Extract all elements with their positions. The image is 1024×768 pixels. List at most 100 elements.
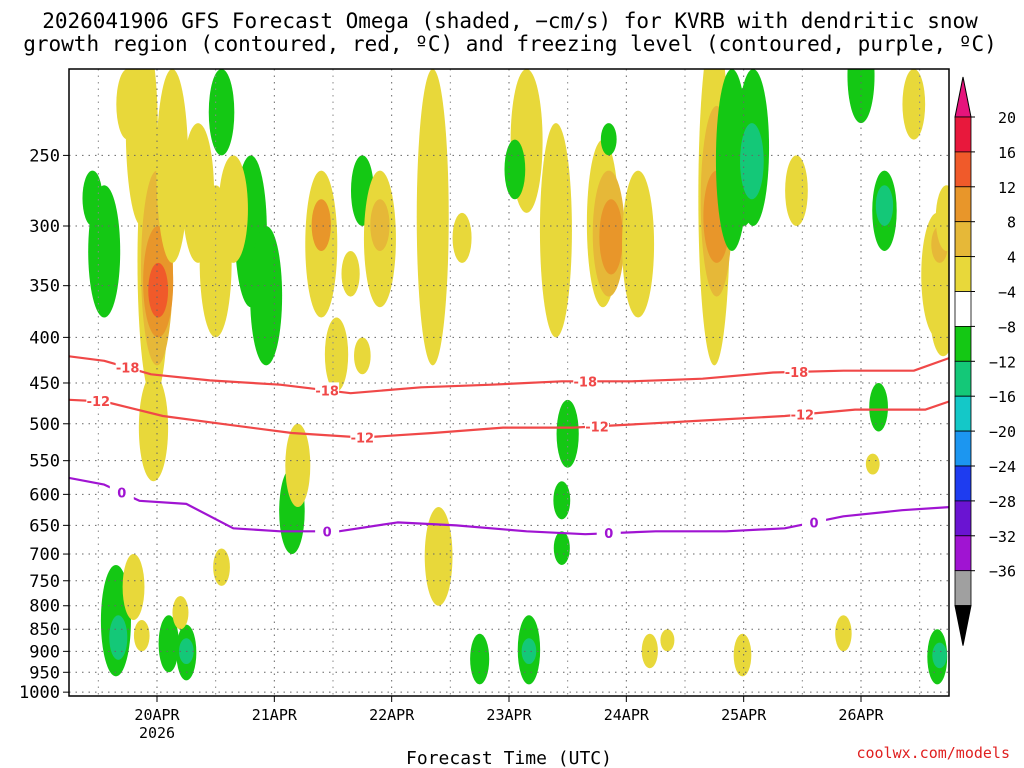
omega-cell <box>902 69 926 140</box>
colorbar-segment <box>954 256 972 292</box>
colorbar-top-arrow <box>954 76 972 118</box>
omega-cell <box>521 638 537 665</box>
contour-label: 0 <box>323 525 332 540</box>
colorbar-label: 20 <box>998 109 1016 127</box>
contour-label: 0 <box>810 516 819 531</box>
omega-cell <box>660 629 675 652</box>
colorbar-segment <box>954 116 972 153</box>
contour-label: 0 <box>117 487 126 502</box>
contour-label-bg <box>573 373 598 389</box>
omega-cell <box>935 185 949 251</box>
colorbar-segment <box>954 465 972 502</box>
colorbar-label: 8 <box>1007 214 1016 232</box>
contour-label-bg <box>86 393 111 409</box>
contour-line <box>69 398 949 439</box>
colorbar-segment <box>954 291 972 327</box>
x-tick-year: 2026 <box>139 724 175 742</box>
omega-cell <box>172 595 189 630</box>
omega-cell <box>341 250 360 297</box>
omega-cell <box>82 170 103 226</box>
colorbar-segment <box>954 570 972 607</box>
omega-cell <box>116 69 140 140</box>
contour-label: -12 <box>351 431 375 446</box>
omega-cell <box>208 69 235 156</box>
x-tick-label: 22APR <box>369 706 415 724</box>
y-tick-label: 450 <box>29 374 60 394</box>
omega-cell <box>875 185 894 226</box>
x-tick-label: 20APR <box>134 706 180 724</box>
x-tick-label: 25APR <box>721 706 767 724</box>
omega-cell <box>133 620 150 652</box>
contour-label-bg <box>790 406 815 422</box>
omega-cell <box>641 633 658 669</box>
y-tick-label: 300 <box>29 217 60 237</box>
colorbar-segment <box>954 325 972 362</box>
colorbar-label: −28 <box>989 493 1016 511</box>
x-axis-label: Forecast Time (UTC) <box>406 748 612 768</box>
omega-cell <box>553 531 570 565</box>
contour-label: -18 <box>116 362 140 377</box>
y-tick-label: 1000 <box>19 683 60 703</box>
colorbar-segment <box>954 430 972 467</box>
omega-cell <box>929 262 949 357</box>
contour-label: -12 <box>585 420 609 435</box>
contour-label-bg <box>596 525 621 541</box>
y-tick-label: 700 <box>29 545 60 565</box>
omega-cell <box>250 225 283 366</box>
omega-cell <box>148 262 169 318</box>
contour-label: -18 <box>785 366 809 381</box>
omega-cell <box>324 317 349 392</box>
omega-cell <box>599 199 623 275</box>
contour-label: 0 <box>604 527 613 542</box>
omega-cell <box>835 615 852 652</box>
colorbar-segment <box>954 395 972 432</box>
y-tick-label: 500 <box>29 415 60 435</box>
contour-label: -12 <box>87 395 111 410</box>
omega-cell <box>869 382 888 432</box>
omega-cell <box>138 374 169 482</box>
contour-line <box>69 355 949 395</box>
omega-cell <box>553 481 571 520</box>
y-tick-label: 800 <box>29 597 60 617</box>
colorbar-label: −12 <box>989 353 1016 371</box>
omega-cell <box>932 642 947 669</box>
colorbar-label: −16 <box>989 388 1016 406</box>
colorbar-segment <box>954 360 972 397</box>
y-tick-label: 850 <box>29 620 60 640</box>
colorbar-label: −32 <box>989 528 1016 546</box>
omega-cell <box>600 123 617 156</box>
omega-cell <box>452 212 472 263</box>
y-tick-label: 400 <box>29 328 60 348</box>
x-tick-label: 26APR <box>838 706 884 724</box>
y-tick-label: 350 <box>29 277 60 297</box>
omega-cell <box>424 507 453 606</box>
colorbar-segment <box>954 151 972 188</box>
omega-cell <box>785 155 808 226</box>
x-tick-label: 21APR <box>252 706 298 724</box>
omega-cell <box>218 155 248 263</box>
contour-label-bg <box>802 514 827 530</box>
colorbar-label: 12 <box>998 179 1016 197</box>
y-tick-label: 900 <box>29 642 60 662</box>
contour-label-bg <box>585 418 609 434</box>
omega-cell <box>122 554 145 621</box>
contour-label-bg <box>350 429 375 445</box>
y-tick-label: 650 <box>29 516 60 536</box>
y-tick-label: 550 <box>29 452 60 472</box>
colorbar: 20 16 12 8 4 −4 −8 −12 −16 −20 −24 −28 −32 −36 <box>954 76 1016 646</box>
chart-title-line-2: growth region (contoured, red, ºC) and f… <box>23 32 997 56</box>
credit-text: coolwx.com/models <box>856 744 1010 762</box>
contour-label: -18 <box>574 375 598 390</box>
colorbar-bottom-arrow <box>954 605 972 646</box>
omega-cell <box>740 123 764 200</box>
contour-label-bg <box>115 359 140 375</box>
y-tick-label: 950 <box>29 663 60 683</box>
colorbar-segment <box>954 500 972 537</box>
colorbar-label: −36 <box>989 563 1016 581</box>
colorbar-label: 4 <box>1007 249 1016 267</box>
y-axis: 2503003504004505005506006507007508008509… <box>19 146 69 703</box>
contour-label: -12 <box>791 408 815 423</box>
omega-cell <box>156 69 189 263</box>
chart-title-line-1: 2026041906 GFS Forecast Omega (shaded, −… <box>42 9 978 33</box>
